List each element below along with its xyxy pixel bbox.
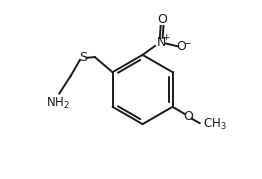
Text: NH$_2$: NH$_2$ <box>46 96 70 111</box>
Text: CH$_3$: CH$_3$ <box>203 117 226 132</box>
Text: S: S <box>79 52 87 64</box>
Text: O: O <box>157 13 167 26</box>
Text: O: O <box>177 40 187 53</box>
Text: +: + <box>162 33 170 42</box>
Text: −: − <box>183 38 190 47</box>
Text: N: N <box>156 36 166 49</box>
Text: O: O <box>184 110 193 123</box>
